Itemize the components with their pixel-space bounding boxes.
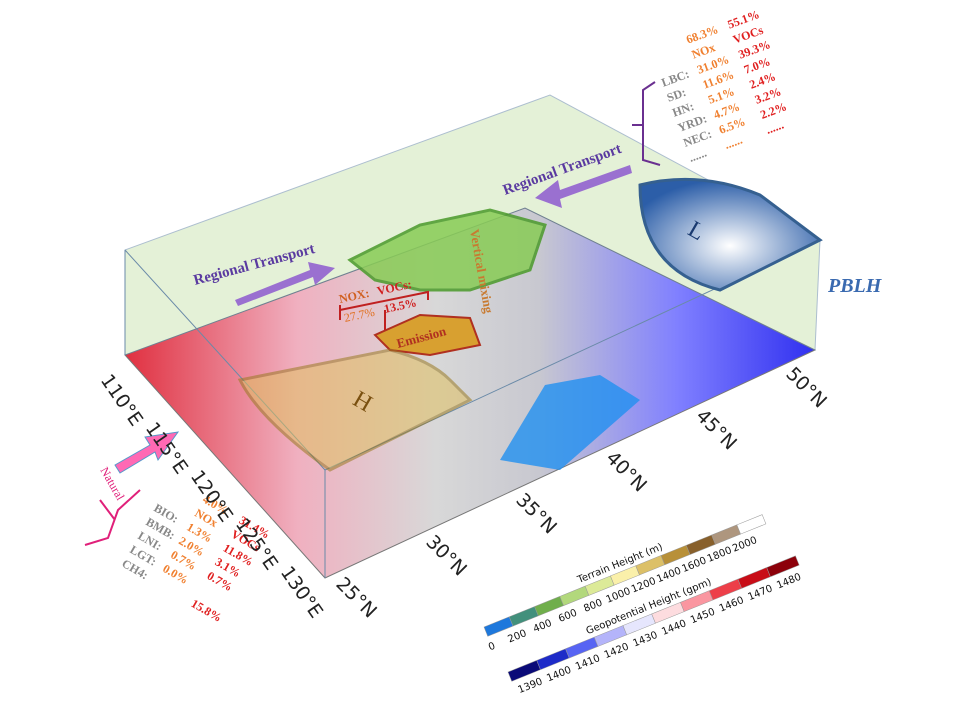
ellipsis: ......	[687, 146, 709, 165]
lon-label: 110°E	[96, 370, 147, 430]
lat-label: 40°N	[601, 447, 650, 496]
colorbar-segment	[766, 555, 800, 578]
lat-label: 30°N	[421, 531, 470, 580]
regional-table: 68.3%55.1%NOxVOCsLBC:31.0%39.3%SD:11.6%7…	[659, 7, 788, 165]
natural-arrow	[114, 431, 180, 474]
colorbar-tick: 1410	[574, 653, 602, 673]
lat-label: 45°N	[691, 405, 740, 454]
colorbar-tick: 1000	[605, 586, 633, 606]
value: 13.5%	[383, 295, 418, 316]
vocs-value: 15.8%	[189, 596, 225, 625]
colorbar-tick: 1480	[775, 572, 803, 592]
lat-label: 50°N	[781, 363, 830, 412]
bracket	[339, 290, 429, 330]
colorbar-tick: 1440	[660, 618, 688, 638]
ellipsis: ......	[723, 133, 745, 152]
colorbar-tick: 1390	[517, 676, 545, 696]
colorbar-tick: 1600	[680, 555, 708, 575]
transport-arrow	[235, 262, 335, 306]
colorbar-tick: 1450	[689, 607, 717, 627]
colorbar-tick: 1430	[632, 630, 660, 650]
label: NOX:	[338, 286, 371, 306]
lat-label: 25°N	[331, 573, 380, 622]
high-sector	[237, 348, 473, 472]
low-sector	[638, 177, 823, 292]
region	[347, 208, 547, 292]
colorbar-tick: 1200	[630, 576, 658, 596]
sea	[500, 375, 640, 470]
ellipsis: ......	[764, 117, 786, 136]
label: PBLH	[827, 275, 883, 297]
colorbar-tick: 1400	[545, 665, 573, 685]
colorbar-tick: 1470	[747, 583, 775, 603]
lat-label: 35°N	[511, 489, 560, 538]
colorbar-tick: 0	[487, 641, 497, 654]
colorbar-tick: 1800	[706, 545, 734, 565]
colorbar-tick: 1420	[603, 641, 631, 661]
bracket	[632, 81, 661, 166]
row-label: LBC:	[659, 67, 691, 90]
transport-arrow	[535, 165, 632, 208]
value: 27.7%	[343, 305, 376, 325]
colorbar-tick: 1460	[718, 595, 746, 615]
colorbar-tick: 1400	[655, 566, 683, 586]
colorbar-segment	[736, 514, 767, 535]
colorbar-tick: 2000	[731, 535, 759, 555]
bracket	[84, 489, 141, 546]
colorbar-tick: 400	[532, 618, 554, 635]
colorbar-tick: 200	[506, 628, 528, 645]
colorbar-tick: 600	[557, 608, 579, 625]
colorbar-tick: 800	[582, 597, 604, 614]
row-label: SD:	[665, 85, 688, 105]
